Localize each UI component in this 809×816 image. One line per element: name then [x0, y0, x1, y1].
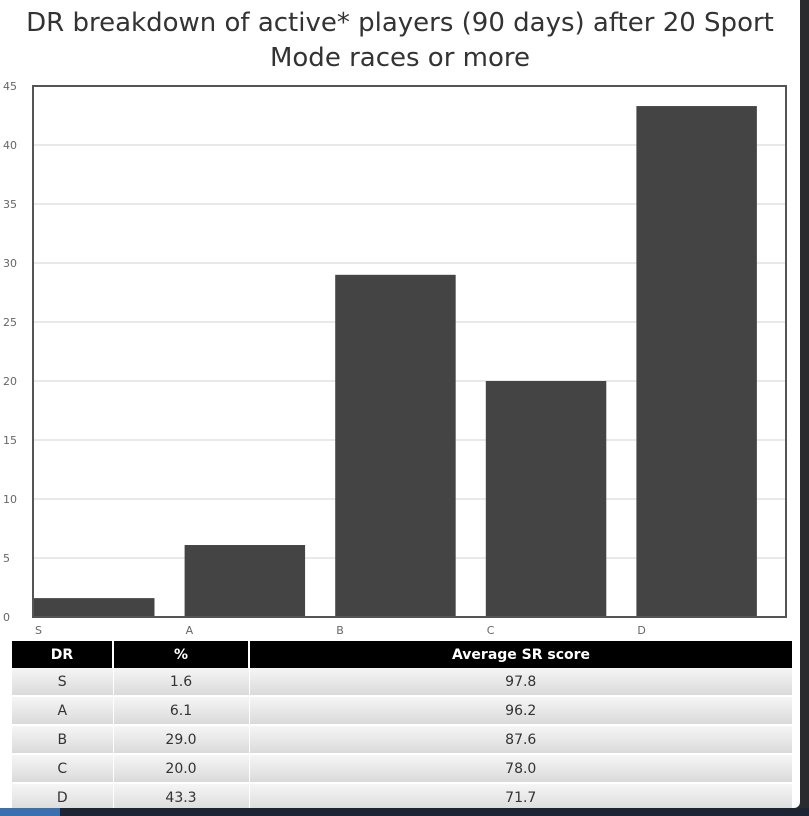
y-tick-label: 25	[3, 316, 17, 329]
chart-panel: DR breakdown of active* players (90 days…	[0, 0, 800, 808]
cell-dr: D	[12, 783, 114, 808]
chart-title: DR breakdown of active* players (90 days…	[0, 6, 800, 76]
chart-title-line-2: Mode races or more	[269, 43, 531, 73]
cell-dr: A	[12, 696, 114, 726]
cell-percent: 20.0	[113, 754, 250, 784]
bar-chart: 0 5 10 15 20 25 30 35 40 45 S A B C D	[3, 80, 787, 637]
cell-percent: 1.6	[113, 668, 250, 697]
taskbar-strip	[0, 808, 809, 816]
y-tick-label: 5	[3, 552, 10, 565]
x-tick-label: D	[637, 624, 645, 637]
column-header-average-sr: Average SR score	[249, 641, 792, 668]
cell-dr: S	[12, 668, 114, 697]
y-tick-label: 30	[3, 257, 17, 270]
column-header-dr: DR	[12, 641, 114, 668]
table-row: B 29.0 87.6	[12, 725, 792, 755]
bar-s	[34, 598, 155, 617]
x-tick-label: C	[487, 624, 495, 637]
bar-a	[184, 545, 306, 617]
table-row: C 20.0 78.0	[12, 754, 792, 784]
cell-dr: B	[12, 725, 114, 755]
cell-average-sr: 71.7	[249, 783, 792, 808]
y-tick-label: 20	[3, 375, 17, 388]
cell-percent: 6.1	[113, 696, 250, 726]
column-header-percent: %	[113, 641, 250, 668]
table-row: A 6.1 96.2	[12, 696, 792, 726]
bar-d	[636, 106, 757, 617]
bar-c	[485, 381, 607, 617]
y-tick-label: 0	[3, 611, 10, 624]
cell-percent: 43.3	[113, 783, 250, 808]
table-header-row: DR % Average SR score	[12, 641, 792, 668]
x-tick-label: A	[186, 624, 194, 637]
x-tick-label: B	[336, 624, 344, 637]
y-tick-label: 10	[3, 493, 17, 506]
y-tick-label: 45	[3, 80, 17, 93]
cell-average-sr: 96.2	[249, 696, 792, 726]
cell-dr: C	[12, 754, 114, 784]
dr-breakdown-table: DR % Average SR score S 1.6 97.8 A 6.1 9…	[12, 641, 792, 808]
bar-b	[335, 274, 456, 617]
cell-average-sr: 87.6	[249, 725, 792, 755]
table-row: D 43.3 71.7	[12, 783, 792, 808]
chart-title-line-1: DR breakdown of active* players (90 days…	[26, 8, 774, 38]
x-tick-label: S	[35, 624, 42, 637]
y-tick-label: 15	[3, 434, 17, 447]
plot-frame	[32, 85, 787, 618]
y-tick-label: 40	[3, 139, 17, 152]
taskbar-accent	[0, 808, 60, 816]
table-row: S 1.6 97.8	[12, 668, 792, 697]
y-tick-label: 35	[3, 198, 17, 211]
cell-average-sr: 78.0	[249, 754, 792, 784]
cell-average-sr: 97.8	[249, 668, 792, 697]
cell-percent: 29.0	[113, 725, 250, 755]
